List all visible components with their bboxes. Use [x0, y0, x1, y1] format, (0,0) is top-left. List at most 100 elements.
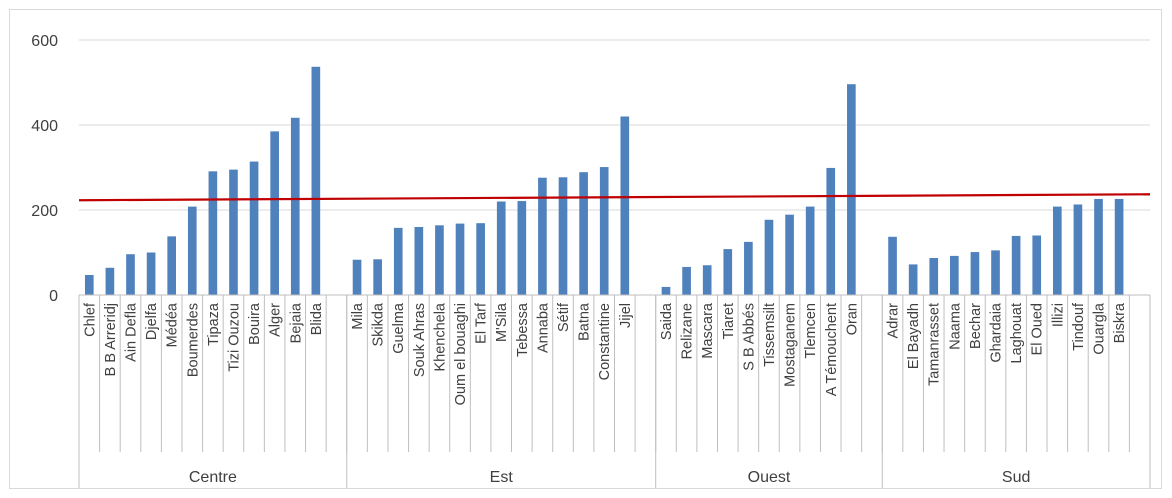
- bar: [1094, 198, 1103, 295]
- bar: [950, 255, 959, 295]
- bar: [599, 167, 609, 295]
- x-tick-label: Souk Ahras: [412, 303, 428, 377]
- x-tick-label: El Oued: [1030, 303, 1046, 355]
- x-tick-label: Tlemcen: [803, 303, 819, 359]
- bar: [414, 227, 424, 295]
- x-tick-label: Naama: [947, 302, 963, 350]
- bar: [229, 169, 238, 296]
- x-tick-label: M'Sila: [494, 302, 510, 342]
- x-tick-label: Médéa: [165, 302, 181, 347]
- bar: [579, 172, 588, 295]
- bar: [1073, 204, 1083, 295]
- bar: [929, 258, 939, 295]
- trendline: [78, 193, 1151, 202]
- x-tick-label: Tizi Ouzou: [226, 303, 242, 372]
- bar: [1032, 235, 1042, 295]
- y-tick-label: 600: [31, 33, 58, 50]
- bar: [991, 250, 1000, 296]
- x-axis: Chlef B B Arreridj Ain Defla Djelfa Médéa Bou…: [78, 294, 1151, 488]
- x-tick-label: Ain Defla: [123, 302, 139, 362]
- x-tick-label: Mascara: [700, 302, 716, 359]
- bar: [249, 161, 259, 295]
- x-tick-label: Mostaganem: [783, 303, 799, 387]
- y-tick-label: 200: [31, 203, 58, 220]
- bar: [744, 241, 753, 296]
- bar: [476, 223, 485, 295]
- x-tick-label: Tiaret: [721, 303, 737, 340]
- x-tick-label: Tamanrasset: [927, 303, 943, 386]
- x-tick-label: Ouargla: [1092, 302, 1108, 355]
- x-tick-label: Djelfa: [144, 302, 160, 340]
- y-tick-label: 0: [49, 288, 58, 305]
- bar: [908, 264, 918, 295]
- group-label: Sud: [1002, 469, 1030, 486]
- x-tick-label: Biskra: [1112, 302, 1128, 343]
- x-tick-label: Constantine: [597, 303, 613, 380]
- group-label: Est: [490, 469, 514, 486]
- bar: [620, 116, 630, 295]
- bar: [888, 236, 897, 295]
- bar: [764, 219, 774, 295]
- bar: [146, 252, 156, 295]
- bar: [661, 286, 671, 295]
- x-tick-label: Batna: [577, 302, 593, 341]
- x-tick-label: Adrar: [886, 303, 902, 339]
- x-tick-label: B B Arreridj: [103, 303, 119, 376]
- group-label: Ouest: [748, 469, 791, 486]
- y-axis: 0 200 400 600: [31, 33, 58, 305]
- x-tick-label: Illizi: [1050, 303, 1066, 327]
- gridlines: [79, 39, 1150, 211]
- bar: [1052, 206, 1062, 295]
- bar: [311, 66, 321, 295]
- x-tick-label: Khenchela: [432, 302, 448, 371]
- x-tick-label: Blida: [309, 302, 325, 335]
- bar: [1114, 198, 1124, 295]
- x-tick-label: Sétif: [556, 302, 572, 332]
- bar: [393, 227, 403, 295]
- trendline-line: [78, 193, 1151, 202]
- bar: [970, 252, 980, 295]
- bar: [84, 275, 94, 295]
- bar: [723, 249, 733, 295]
- x-tick-label: Tipaza: [206, 302, 222, 346]
- x-tick-label: Laghouat: [1009, 303, 1025, 363]
- x-tick-label: Ghardaia: [989, 302, 1005, 363]
- bar: [455, 223, 465, 295]
- bar: [785, 214, 794, 295]
- x-tick-label: Annaba: [535, 302, 551, 353]
- y-tick-label: 400: [31, 118, 58, 135]
- x-tick-label: Bejaia: [288, 302, 304, 343]
- bar: [373, 259, 382, 295]
- x-tick-label: Tissemsilt: [762, 303, 778, 367]
- bar: [187, 206, 197, 295]
- bar: [517, 201, 527, 295]
- bar: [847, 84, 856, 295]
- x-tick-label: Saida: [659, 302, 675, 340]
- bar: [1011, 235, 1021, 295]
- x-tick-label: Relizane: [680, 303, 696, 359]
- x-tick-label: El Tarf: [474, 302, 490, 344]
- bar: [558, 177, 568, 295]
- x-tick-label: Chlef: [82, 302, 98, 337]
- x-tick-label: A Témouchent: [824, 303, 840, 396]
- x-tick-label: Tebessa: [515, 302, 531, 357]
- x-tick-label: Bouira: [247, 302, 263, 345]
- x-tick-label: Oum el bouaghi: [453, 303, 469, 405]
- x-tick-label: Alger: [268, 303, 284, 337]
- bar: [126, 254, 135, 295]
- x-tick-label: El Bayadh: [906, 303, 922, 369]
- bar: [702, 265, 712, 295]
- bar: [682, 266, 691, 295]
- x-tick-label: Bechar: [968, 303, 984, 349]
- bar: [805, 206, 815, 295]
- bar: [826, 167, 836, 295]
- group-label: Centre: [189, 469, 237, 486]
- x-tick-label: Boumerdes: [185, 303, 201, 377]
- x-tick-label: Oran: [844, 303, 860, 335]
- x-tick-label: Mila: [350, 302, 366, 330]
- bar: [167, 236, 177, 295]
- x-tick-label: Guelma: [391, 302, 407, 354]
- bar: [496, 201, 506, 295]
- bar: [208, 171, 218, 295]
